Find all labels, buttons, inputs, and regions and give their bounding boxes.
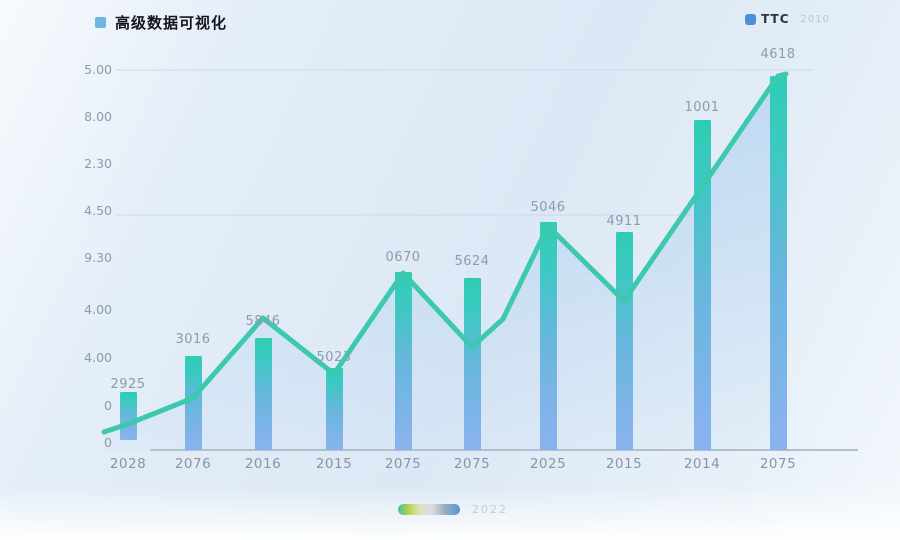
brand-logo: TTC 2010 <box>745 12 830 26</box>
bar[interactable] <box>394 272 412 450</box>
brand-text: TTC <box>761 12 790 26</box>
bar-value-label: 0670 <box>385 250 421 265</box>
bar-value-label: 4618 <box>760 47 796 62</box>
x-axis-label: 2075 <box>384 456 422 472</box>
bar-value-label: 2925 <box>110 377 146 392</box>
bar-value-label: 5846 <box>245 314 281 329</box>
series-legend-item[interactable]: 高级数据可视化 <box>95 12 227 33</box>
x-axis-label: 2016 <box>244 456 282 472</box>
bar[interactable] <box>325 368 343 450</box>
bar[interactable] <box>539 222 557 450</box>
brand-icon <box>745 13 757 25</box>
bar[interactable] <box>693 120 711 450</box>
y-axis-label: 8.00 <box>84 109 112 124</box>
y-axis-label: 4.00 <box>84 350 112 365</box>
bar-value-label: 5023 <box>316 350 352 365</box>
bar[interactable] <box>769 76 787 450</box>
x-axis-label: 2014 <box>683 456 721 472</box>
bar-value-label: 5046 <box>530 200 566 215</box>
bar-value-label: 5624 <box>454 254 490 269</box>
y-axis-label: 0 <box>104 398 112 413</box>
chart-title: 高级数据可视化 <box>115 14 228 32</box>
visualmap-note: 2022 <box>472 503 508 516</box>
bar[interactable] <box>463 278 481 450</box>
y-axis-label: 5.00 <box>84 62 112 77</box>
bar-value-label: 3016 <box>175 332 211 347</box>
brand-note: 2010 <box>800 13 830 25</box>
x-axis-label: 2025 <box>529 456 567 472</box>
visualmap-legend[interactable] <box>398 504 460 515</box>
x-axis-label: 2076 <box>174 456 212 472</box>
bar[interactable] <box>119 392 137 440</box>
x-axis-label: 2075 <box>759 456 797 472</box>
bar[interactable] <box>254 338 272 450</box>
bar[interactable] <box>615 232 633 450</box>
x-axis-label: 2028 <box>109 456 147 472</box>
y-axis-label: 4.50 <box>84 203 112 218</box>
x-axis-label: 2075 <box>453 456 491 472</box>
bar-value-label: 1001 <box>684 100 720 115</box>
legend-marker-icon <box>95 17 106 28</box>
y-axis-label: 2.30 <box>84 156 112 171</box>
y-axis-label: 9.30 <box>84 250 112 265</box>
bar-value-label: 4911 <box>606 214 642 229</box>
x-axis-label: 2015 <box>315 456 353 472</box>
y-axis-label: 4.00 <box>84 302 112 317</box>
x-axis-label: 2015 <box>605 456 643 472</box>
trend-line <box>101 71 789 435</box>
y-axis-label: 0 <box>104 435 112 450</box>
bar[interactable] <box>184 356 202 450</box>
